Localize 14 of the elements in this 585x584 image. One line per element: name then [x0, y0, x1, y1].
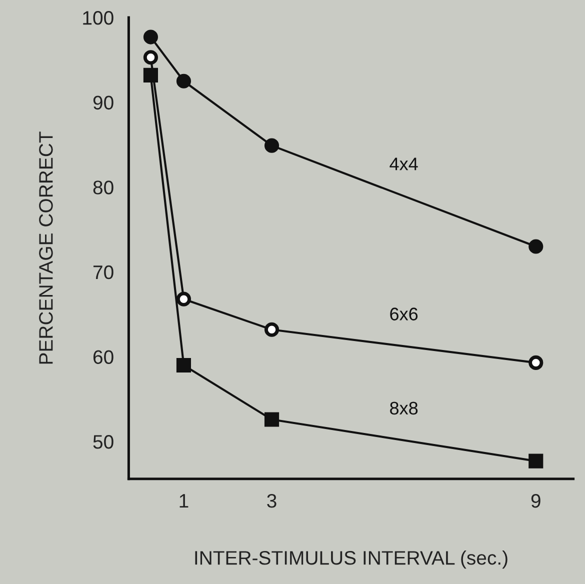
x-tick-label: 3 [267, 494, 276, 508]
series-label: 6x6 [390, 308, 418, 320]
y-tick-label: 90 [93, 96, 114, 110]
y-axis-title: PERCENTAGE CORRECT [39, 132, 53, 364]
x-tick-label: 9 [531, 494, 540, 508]
y-tick-label: 70 [93, 265, 114, 280]
series-label: 4x4 [390, 158, 418, 170]
y-tick-label: 60 [93, 350, 114, 364]
series-label: 8x8 [390, 402, 418, 415]
y-tick-label: 50 [93, 435, 114, 449]
y-tick-label: 80 [93, 180, 114, 194]
x-tick-label: 1 [180, 494, 188, 508]
x-axis-title: INTER-STIMULUS INTERVAL (sec.) [195, 550, 508, 569]
y-tick-label: 100 [83, 10, 114, 25]
